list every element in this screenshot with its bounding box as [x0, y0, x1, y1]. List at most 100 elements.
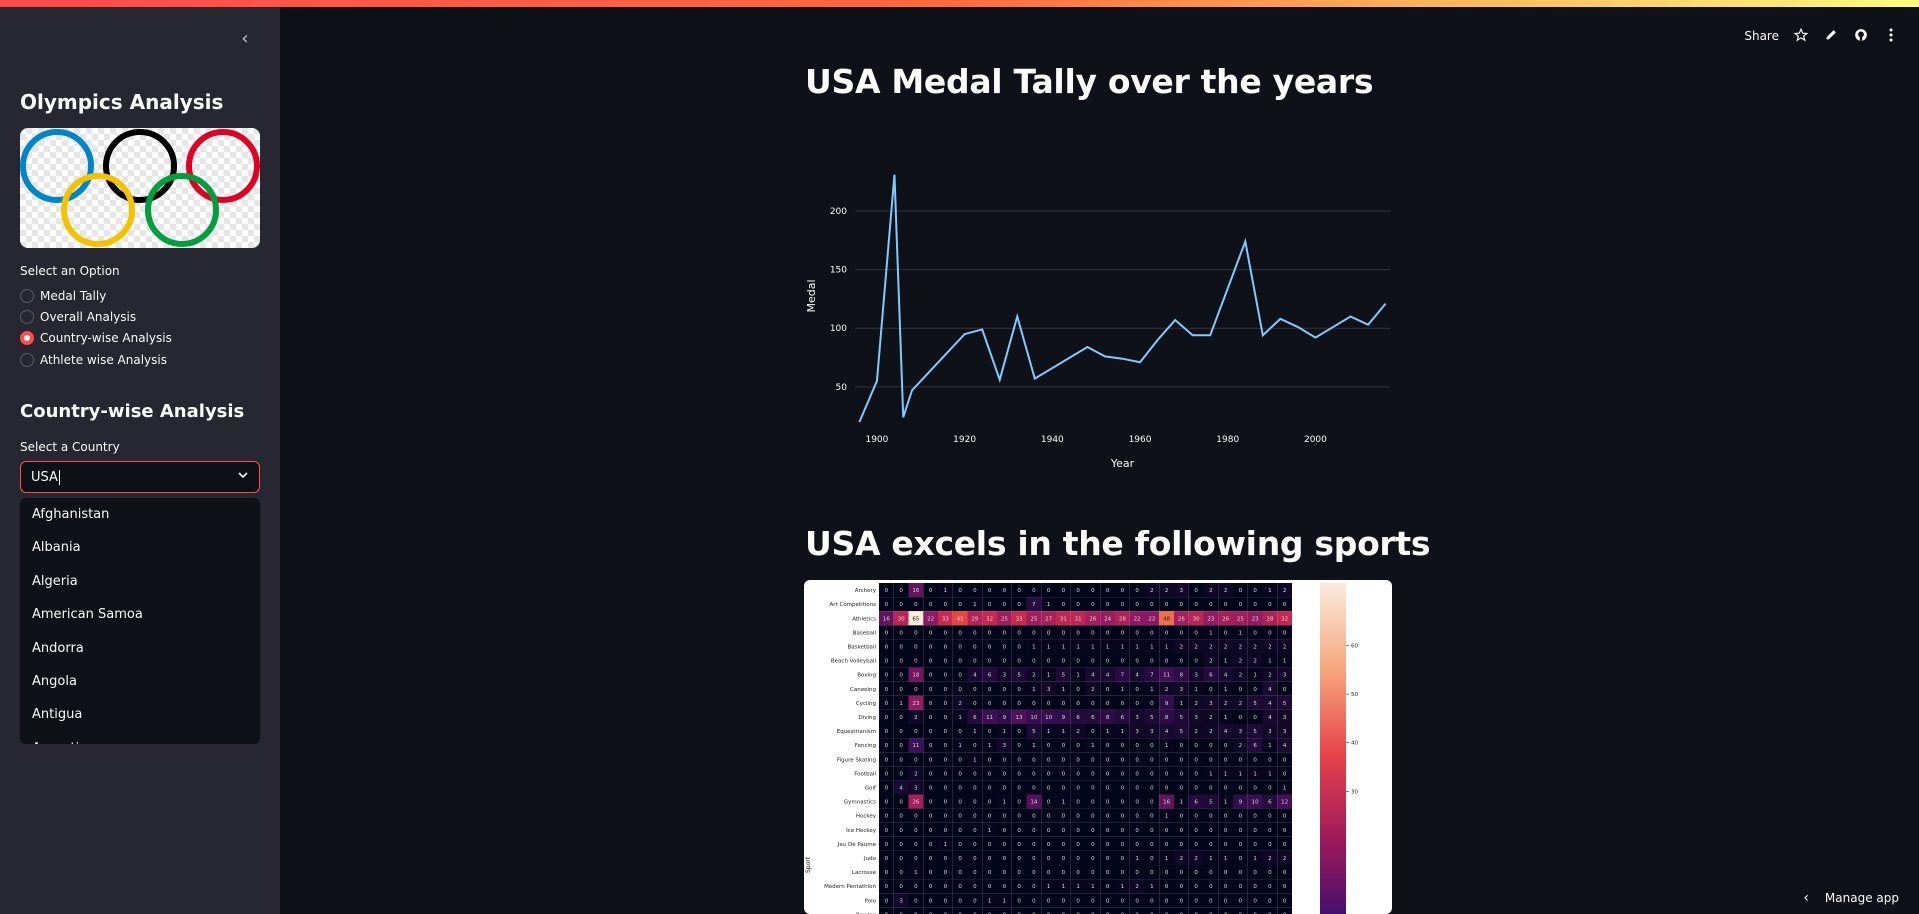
- heat-cell: [1026, 709, 1042, 724]
- heat-cell: [938, 738, 953, 753]
- cell-value: 0: [1209, 898, 1213, 904]
- heat-cell: [1188, 780, 1204, 795]
- heat-cell: [982, 681, 997, 696]
- cell-value: 0: [1253, 842, 1257, 848]
- radio-overall-analysis[interactable]: Overall Analysis: [20, 310, 136, 324]
- chevron-down-icon[interactable]: [237, 469, 249, 485]
- heat-cell: [1144, 808, 1160, 823]
- dropdown-option[interactable]: Angola: [32, 673, 77, 689]
- heat-cell: [997, 766, 1012, 781]
- sports-heatmap[interactable]: Archery 0 0 16 0 1 0 0 0 0 0 0 0 0 0 0 0 0 0 2 2 3 0 2 2 0 0 1 2 Art …: [804, 580, 1392, 914]
- heat-cell: [1188, 583, 1204, 598]
- more-icon[interactable]: [1883, 28, 1899, 44]
- cell-value: 0: [1135, 842, 1139, 848]
- heat-cell: [1085, 865, 1101, 880]
- heat-cell: [967, 808, 983, 823]
- cell-value: 65: [912, 616, 919, 622]
- cell-value: 5: [1180, 729, 1184, 735]
- dropdown-option[interactable]: Argentina: [20, 732, 260, 744]
- cell-value: 2: [1194, 644, 1198, 650]
- radio-button-selected[interactable]: [20, 331, 34, 345]
- radio-button[interactable]: [20, 310, 34, 324]
- cell-value: 3: [1180, 588, 1184, 594]
- cell-value: 3: [1239, 729, 1243, 735]
- cell-value: 0: [1135, 828, 1139, 834]
- cell-value: 0: [1194, 757, 1198, 763]
- cell-value: 0: [929, 659, 933, 665]
- cell-value: 0: [885, 659, 889, 665]
- heat-cell: [1144, 752, 1160, 767]
- dropdown-option[interactable]: Algeria: [32, 573, 78, 589]
- dropdown-option[interactable]: American Samoa: [32, 607, 143, 623]
- country-select[interactable]: USA: [20, 461, 260, 493]
- cell-value: 26: [1222, 616, 1229, 622]
- country-select-value[interactable]: USA: [31, 469, 58, 485]
- collapse-sidebar-icon[interactable]: ‹: [241, 28, 249, 49]
- cell-value: 2: [1135, 884, 1139, 890]
- heat-cell: [1129, 850, 1145, 865]
- dropdown-option[interactable]: Andorra: [32, 640, 84, 656]
- y-tick-label: 200: [830, 207, 847, 217]
- cell-value: 29: [971, 616, 978, 622]
- x-axis-label: Year: [1110, 457, 1135, 470]
- heat-cell: [1144, 907, 1160, 914]
- radio-button[interactable]: [20, 353, 34, 367]
- cell-value: 0: [1076, 630, 1080, 636]
- manage-app-button[interactable]: ‹ Manage app: [1803, 890, 1899, 906]
- cell-value: 22: [927, 616, 934, 622]
- radio-athlete-wise-analysis[interactable]: Athlete wise Analysis: [20, 353, 167, 367]
- radio-country-wise-analysis[interactable]: Country-wise Analysis: [20, 331, 172, 345]
- heat-cell: [997, 822, 1012, 837]
- cell-value: 0: [944, 912, 948, 914]
- heat-cell: [1247, 808, 1263, 823]
- star-icon[interactable]: [1793, 27, 1809, 44]
- radio-medal-tally[interactable]: Medal Tally: [20, 289, 106, 303]
- row-label: Archery: [855, 588, 877, 594]
- cell-value: 0: [1253, 828, 1257, 834]
- cell-value: 0: [929, 771, 933, 777]
- cell-value: 1: [1047, 644, 1051, 650]
- cell-value: 0: [929, 856, 933, 862]
- cell-value: 2: [1239, 659, 1243, 665]
- cell-value: 0: [944, 673, 948, 679]
- cell-value: 0: [958, 673, 962, 679]
- heat-cell: [893, 625, 909, 640]
- heat-cell: [923, 583, 938, 598]
- cell-value: 28: [1266, 616, 1273, 622]
- heat-cell: [952, 766, 968, 781]
- cell-value: 1: [1253, 673, 1257, 679]
- radio-button[interactable]: [20, 289, 34, 303]
- cell-value: 2: [1283, 856, 1287, 862]
- cell-value: 0: [1047, 701, 1051, 707]
- heat-cell: [1085, 752, 1101, 767]
- heat-cell: [1085, 780, 1101, 795]
- cell-value: 2: [1209, 729, 1213, 735]
- cell-value: 0: [899, 800, 903, 806]
- cell-value: 4: [1268, 715, 1272, 721]
- cell-value: 0: [958, 757, 962, 763]
- country-dropdown-list[interactable]: Afghanistan Albania Algeria American Sam…: [20, 498, 260, 744]
- medal-tally-line-chart[interactable]: 50 100 150 200 1900 1920 1940 1960 1980 2000 Year M…: [800, 160, 1400, 480]
- github-icon[interactable]: [1853, 28, 1869, 44]
- cell-value: 0: [973, 785, 977, 791]
- dropdown-option[interactable]: Antigua: [32, 707, 83, 723]
- cell-value: 23: [1252, 616, 1259, 622]
- edit-icon[interactable]: [1823, 28, 1839, 44]
- row-label: Basketball: [848, 644, 877, 650]
- cell-value: 0: [1062, 602, 1066, 608]
- cell-value: 0: [1283, 814, 1287, 820]
- heat-cell: [1056, 625, 1071, 640]
- heat-cell: [893, 611, 909, 626]
- cell-value: 0: [973, 644, 977, 650]
- cell-value: 0: [1106, 898, 1110, 904]
- heat-cell: [967, 780, 983, 795]
- heat-cell: [879, 822, 894, 837]
- share-button[interactable]: Share: [1744, 29, 1779, 43]
- heat-cell: [1041, 766, 1056, 781]
- heat-cell: [1174, 808, 1189, 823]
- heat-cell: [1041, 808, 1056, 823]
- heat-cell: [1277, 879, 1292, 894]
- dropdown-option[interactable]: Albania: [32, 540, 81, 556]
- cell-value: 3: [1047, 687, 1051, 693]
- dropdown-option[interactable]: Afghanistan: [32, 507, 110, 522]
